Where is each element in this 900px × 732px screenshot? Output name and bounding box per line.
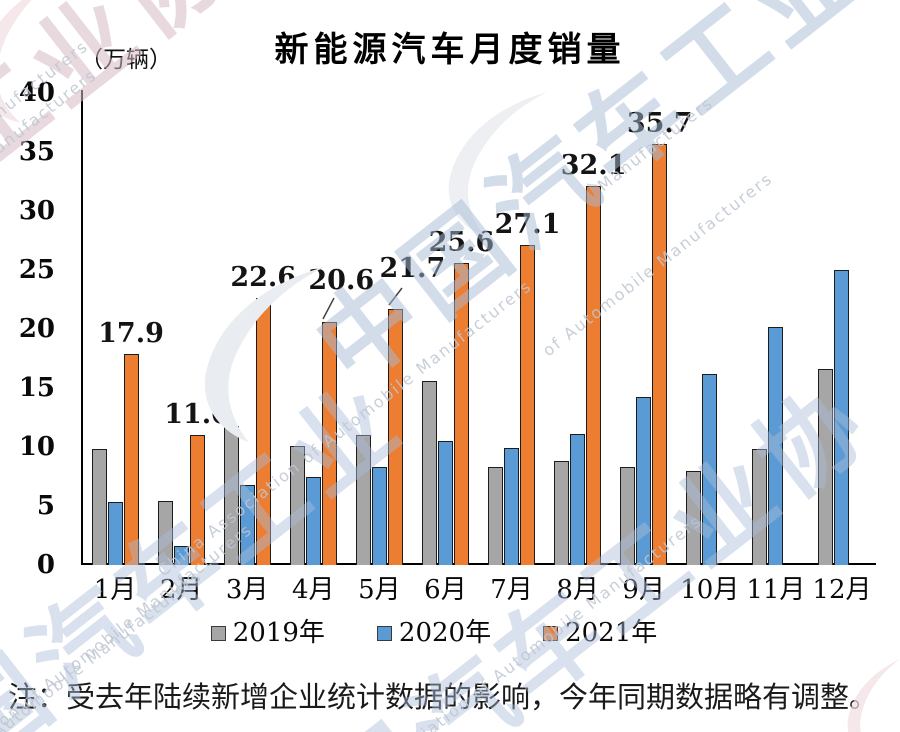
x-tick-label: 7月 xyxy=(490,575,533,605)
legend-item-2019年: 2019年 xyxy=(210,618,325,648)
bar-2020年-6月 xyxy=(437,441,453,565)
bar-2020年-1月 xyxy=(107,502,123,565)
y-tick-label: 30 xyxy=(18,196,55,226)
bar-2019年-11月 xyxy=(752,449,768,565)
bar-2019年-4月 xyxy=(289,445,305,565)
x-tick-label: 11月 xyxy=(746,575,806,605)
bar-2019年-10月 xyxy=(686,470,702,565)
bar-2021年-6月 xyxy=(453,262,469,565)
bar-2019年-1月 xyxy=(91,449,107,565)
x-tick-label: 1月 xyxy=(93,575,137,605)
y-tick-label: 40 xyxy=(18,78,55,108)
bar-2019年-12月 xyxy=(818,369,834,565)
x-tick-label: 4月 xyxy=(292,575,335,605)
footnote: 注：受去年陆续新增企业统计数据的影响，今年同期数据略有调整。 xyxy=(8,680,879,714)
bar-2020年-8月 xyxy=(570,434,586,565)
data-label-1月: 17.9 xyxy=(98,317,164,349)
x-tick-label: 3月 xyxy=(225,575,269,605)
y-axis-line xyxy=(81,90,83,565)
legend-label: 2021年 xyxy=(565,618,658,648)
bar-2020年-7月 xyxy=(504,448,520,565)
x-tick-label: 6月 xyxy=(424,575,467,605)
bar-2020年-5月 xyxy=(371,467,387,565)
x-tick-label: 10月 xyxy=(680,575,740,605)
bar-2021年-4月 xyxy=(321,321,337,565)
legend-label: 2020年 xyxy=(398,618,492,648)
y-axis-unit-label: （万辆） xyxy=(80,47,172,73)
leader-line xyxy=(322,297,335,320)
legend-label: 2019年 xyxy=(232,618,325,648)
bar-2020年-11月 xyxy=(768,326,784,565)
bar-2021年-9月 xyxy=(652,143,668,565)
y-tick-label: 10 xyxy=(18,432,55,462)
legend-item-2021年: 2021年 xyxy=(543,618,657,648)
x-axis-line xyxy=(81,563,876,565)
bar-2021年-2月 xyxy=(189,435,205,565)
y-tick-label: 0 xyxy=(36,550,55,580)
bar-2021年-8月 xyxy=(586,186,602,565)
bar-2021年-1月 xyxy=(123,353,139,565)
x-tick-label: 2月 xyxy=(159,575,203,605)
data-label-5月: 21.7 xyxy=(379,252,446,284)
bar-2021年-3月 xyxy=(255,298,271,565)
y-tick-label: 5 xyxy=(36,491,55,521)
x-tick-label: 12月 xyxy=(812,575,872,605)
bar-2019年-7月 xyxy=(488,467,504,565)
y-tick-label: 35 xyxy=(18,137,55,167)
bar-2021年-7月 xyxy=(520,245,536,565)
y-tick-label: 20 xyxy=(18,314,55,344)
bar-2020年-3月 xyxy=(239,484,255,565)
legend-swatch xyxy=(376,625,392,641)
legend: 2019年 2020年 2021年 xyxy=(0,618,884,648)
data-label-9月: 35.7 xyxy=(626,107,693,139)
y-tick-label: 25 xyxy=(18,255,55,285)
bar-2019年-2月 xyxy=(157,501,173,565)
bar-2019年-9月 xyxy=(620,467,636,565)
legend-item-2020年: 2020年 xyxy=(376,618,492,648)
x-tick-label: 8月 xyxy=(556,575,599,605)
data-label-8月: 32.1 xyxy=(560,150,627,182)
bar-2020年-4月 xyxy=(305,476,321,565)
bar-2020年-9月 xyxy=(636,397,652,565)
bar-2021年-5月 xyxy=(387,308,403,565)
bar-2019年-6月 xyxy=(421,380,437,565)
bar-2019年-8月 xyxy=(554,461,570,565)
bar-2020年-2月 xyxy=(173,546,189,565)
bar-2019年-5月 xyxy=(355,435,371,565)
x-tick-label: 9月 xyxy=(622,575,665,605)
data-label-7月: 27.1 xyxy=(494,209,561,241)
x-tick-label: 5月 xyxy=(358,575,401,605)
chart-title: 新能源汽车月度销量 xyxy=(274,30,626,70)
bar-2020年-12月 xyxy=(834,270,850,565)
legend-swatch xyxy=(210,625,226,641)
legend-swatch xyxy=(543,625,559,641)
bar-2019年-3月 xyxy=(223,425,239,565)
data-label-2月: 11.0 xyxy=(164,399,230,431)
y-tick-label: 15 xyxy=(18,373,55,403)
bar-2020年-10月 xyxy=(702,373,718,565)
